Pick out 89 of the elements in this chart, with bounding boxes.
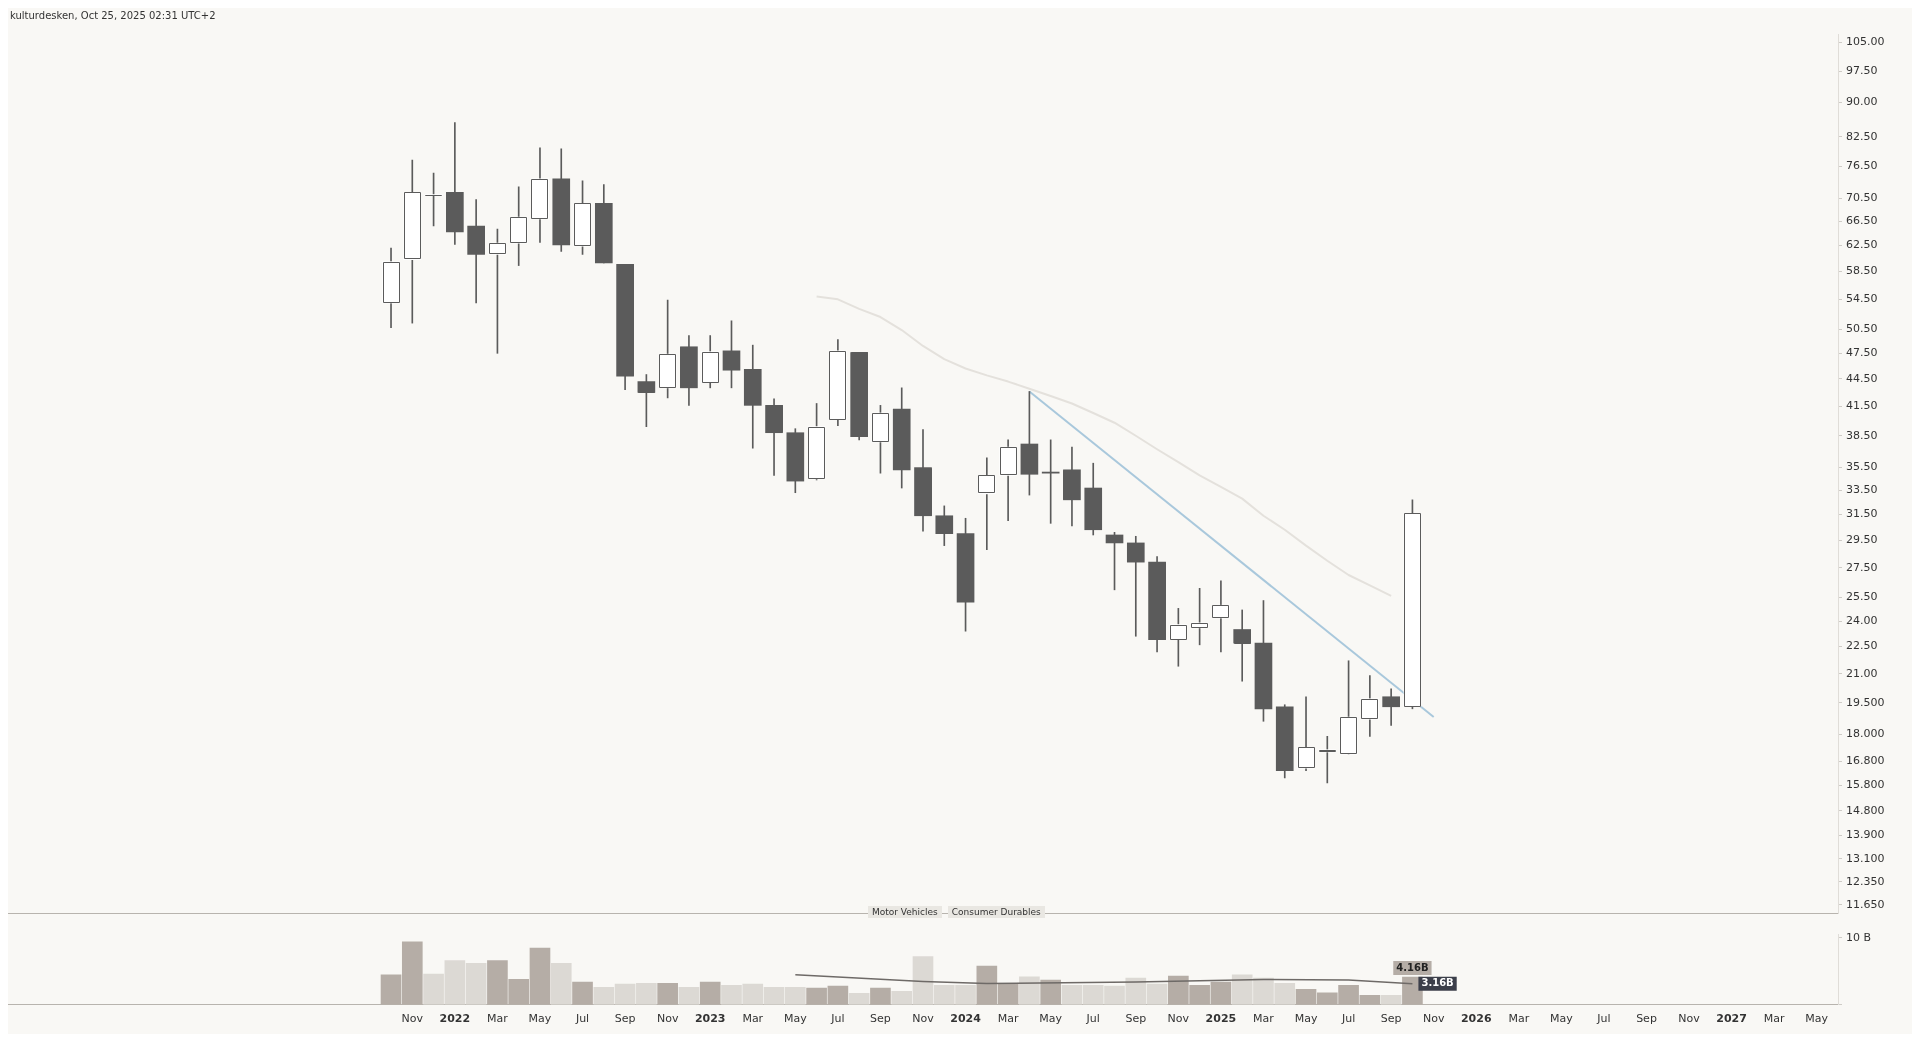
- y-tick-label: 90.00: [1846, 95, 1878, 109]
- y-tick-label: 33.50: [1846, 483, 1878, 497]
- x-tick-label: Jul: [1340, 1012, 1356, 1026]
- x-tick-label: 2022: [439, 1012, 471, 1026]
- y-tick-label: 97.50: [1846, 63, 1878, 77]
- candlestick: [1318, 736, 1337, 784]
- bar: [572, 981, 593, 1005]
- y-tick-label: 10 B: [1846, 930, 1872, 944]
- x-tick-label: Jul: [1596, 1012, 1611, 1026]
- x-tick-label: Mar: [997, 1012, 1019, 1026]
- y-tick-label: 54.50: [1846, 292, 1878, 306]
- y-tick-label: 58.50: [1846, 264, 1878, 278]
- bar: [870, 987, 891, 1005]
- x-tick-label: Jul: [1085, 1012, 1100, 1026]
- candlestick: [1212, 580, 1230, 653]
- y-tick-label: 15.800: [1846, 778, 1885, 792]
- x-tick-label: 2025: [1205, 1012, 1237, 1026]
- data-label: 3.16B: [1421, 977, 1454, 989]
- y-tick-label: 29.50: [1846, 533, 1878, 547]
- bar: [1380, 995, 1402, 1005]
- y-tick-label: 24.00: [1846, 614, 1878, 628]
- x-tick-label: Nov: [1167, 1012, 1190, 1026]
- x-tick-label: Mar: [1508, 1012, 1530, 1026]
- y-tick-label: 47.50: [1846, 346, 1878, 360]
- x-tick-label: May: [528, 1012, 552, 1026]
- y-tick-label: 21.00: [1846, 666, 1878, 680]
- y-tick-label: 25.50: [1846, 590, 1878, 604]
- x-tick-label: May: [783, 1012, 808, 1026]
- x-tick-label: Nov: [1678, 1012, 1701, 1026]
- candlestick: [1041, 439, 1060, 524]
- x-tick-label: Mar: [1763, 1012, 1786, 1026]
- y-tick-label: 66.50: [1846, 214, 1878, 228]
- bar: [678, 987, 700, 1005]
- x-tick-label: Mar: [742, 1012, 764, 1026]
- y-tick-label: 76.50: [1846, 159, 1878, 173]
- x-tick-label: Nov: [401, 1012, 424, 1026]
- y-tick-label: 14.800: [1846, 803, 1885, 817]
- candlestick: [1126, 535, 1145, 637]
- y-tick-label: 105.00: [1846, 34, 1885, 48]
- y-tick-label: 18.000: [1846, 727, 1885, 740]
- y-tick-label: 82.50: [1846, 129, 1878, 143]
- y-tick-label: 16.800: [1846, 754, 1885, 768]
- y-tick-label: 11.650: [1846, 897, 1885, 911]
- y-tick-label: 38.50: [1846, 428, 1878, 442]
- x-tick-label: 2026: [1460, 1012, 1492, 1026]
- x-tick-label: Nov: [912, 1012, 935, 1026]
- x-tick-label: Nov: [1422, 1012, 1445, 1026]
- bar: [699, 981, 721, 1005]
- x-tick-label: Sep: [614, 1012, 636, 1026]
- x-tick-label: Sep: [1636, 1012, 1657, 1026]
- y-tick-label: 41.50: [1846, 399, 1878, 413]
- y-tick-label: 13.900: [1846, 828, 1885, 842]
- x-tick-label: May: [1550, 1012, 1574, 1026]
- y-tick-label: 19.500: [1846, 695, 1885, 709]
- bar: [848, 993, 870, 1005]
- y-tick-label: 70.50: [1846, 191, 1878, 205]
- x-tick-label: May: [1294, 1012, 1318, 1026]
- y-tick-label: 22.50: [1846, 639, 1878, 653]
- y-tick-label: 44.50: [1846, 371, 1878, 385]
- y-tick-label: 31.50: [1846, 507, 1878, 521]
- x-tick-label: Mar: [487, 1012, 509, 1026]
- annotation: Consumer Durables: [947, 906, 1045, 918]
- x-tick-label: May: [1039, 1012, 1063, 1026]
- bar: [1040, 979, 1061, 1005]
- x-tick-label: Sep: [1380, 1012, 1402, 1026]
- bar: [550, 963, 572, 1005]
- x-tick-label: Nov: [656, 1012, 679, 1026]
- candlestick: [978, 457, 996, 551]
- text: kulturdesken, Oct 25, 2025 02:31 UTC+2: [9, 9, 217, 23]
- x-tick-label: 2027: [1716, 1012, 1747, 1026]
- y-tick-label: 50.50: [1846, 322, 1878, 336]
- y-tick-label: 13.100: [1846, 851, 1885, 865]
- x-tick-label: Sep: [870, 1012, 891, 1026]
- x-tick-label: Mar: [1253, 1012, 1275, 1026]
- x-tick-label: May: [1805, 1012, 1829, 1026]
- bar: [1019, 976, 1040, 1005]
- x-tick-label: Jul: [574, 1012, 590, 1026]
- x-tick-label: Jul: [830, 1012, 845, 1026]
- x-tick-label: Sep: [1125, 1012, 1147, 1026]
- y-tick-label: 27.50: [1846, 560, 1878, 574]
- candlestick: [1233, 609, 1252, 682]
- y-tick-label: 62.50: [1846, 238, 1878, 252]
- y-tick-label: 35.50: [1846, 460, 1878, 474]
- bar: [657, 983, 678, 1005]
- x-tick-label: 2024: [950, 1012, 982, 1026]
- x-tick-label: 2023: [694, 1012, 726, 1026]
- annotation: Motor Vehicles: [868, 906, 942, 918]
- y-tick-label: 12.350: [1846, 874, 1885, 888]
- data-label: 4.16B: [1396, 961, 1429, 973]
